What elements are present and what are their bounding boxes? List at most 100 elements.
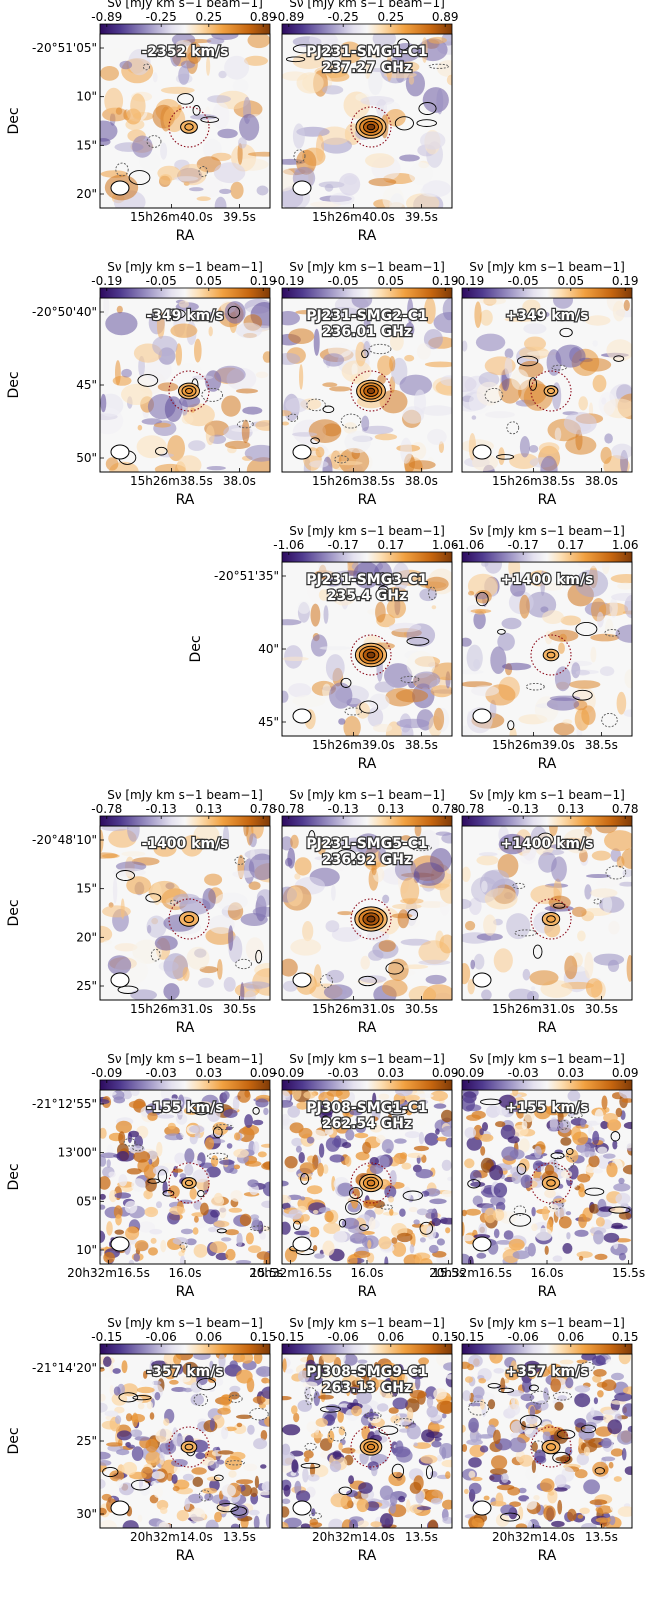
noise-blob <box>510 1432 519 1439</box>
noise-blob <box>132 135 153 158</box>
colorbar-tick-label: -0.03 <box>146 1066 177 1080</box>
noise-blob <box>590 646 597 663</box>
x-tick-label: 15h26m31.0s <box>312 1002 395 1016</box>
noise-blob <box>511 1171 522 1185</box>
noise-blob <box>341 1217 360 1229</box>
colorbar-tick-label: 0.19 <box>432 274 459 288</box>
noise-blob <box>176 1510 189 1522</box>
positive-contour <box>528 377 538 391</box>
noise-blob <box>580 1151 597 1157</box>
noise-blob <box>537 1426 555 1432</box>
x-axis-label: RA <box>176 1020 195 1036</box>
noise-blob <box>389 193 405 208</box>
noise-blob <box>303 1450 314 1459</box>
noise-blob <box>595 1517 611 1523</box>
noise-blob <box>423 329 443 350</box>
x-tick-label: 30.5s <box>585 1002 618 1016</box>
colorbar-tick-label: -0.05 <box>508 274 539 288</box>
noise-blob <box>534 1449 546 1463</box>
noise-blob <box>523 323 547 335</box>
noise-blob <box>222 1091 230 1100</box>
noise-blob <box>592 1130 600 1145</box>
noise-blob <box>333 1230 348 1243</box>
colorbar <box>99 287 271 299</box>
noise-blob <box>470 1181 486 1188</box>
noise-blob <box>122 1090 133 1100</box>
noise-blob <box>121 383 153 405</box>
source-contour <box>546 651 556 659</box>
noise-blob <box>258 1403 266 1409</box>
noise-blob <box>577 930 586 942</box>
noise-blob <box>559 1359 574 1365</box>
noise-blob <box>415 1169 433 1179</box>
x-axis-label: RA <box>176 492 195 508</box>
colorbar-tick-label: -0.78 <box>453 802 484 816</box>
noise-blob <box>534 1145 542 1159</box>
beam-ellipse <box>292 444 312 460</box>
noise-blob <box>322 382 338 388</box>
noise-blob <box>160 1507 168 1514</box>
noise-blob <box>112 1368 121 1374</box>
noise-blob <box>292 1090 302 1100</box>
positive-contour <box>391 1463 405 1479</box>
aperture-circle <box>530 634 572 676</box>
noise-blob <box>576 1142 591 1154</box>
noise-blob <box>571 662 581 679</box>
noise-blob <box>103 298 110 317</box>
noise-blob <box>182 966 190 982</box>
positive-contour <box>349 1187 363 1200</box>
y-tick-label: 15" <box>76 138 97 152</box>
noise-blob <box>101 826 129 832</box>
noise-blob <box>358 1482 373 1494</box>
noise-blob <box>124 1200 138 1214</box>
colorbar-tick-label: -0.17 <box>508 538 539 552</box>
noise-blob <box>400 437 412 464</box>
y-tick-label: -21°12'55" <box>32 1097 97 1111</box>
noise-blob <box>607 1419 622 1435</box>
noise-blob <box>473 953 485 970</box>
noise-blob <box>224 301 246 324</box>
noise-blob <box>389 1369 405 1384</box>
noise-blob <box>204 1493 214 1501</box>
noise-blob <box>385 586 408 600</box>
noise-blob <box>296 1101 309 1110</box>
noise-blob <box>403 1103 418 1111</box>
positive-contour <box>516 355 539 367</box>
beam-ellipse <box>292 708 312 724</box>
map-image <box>462 562 632 736</box>
noise-blob <box>421 1154 427 1164</box>
noise-blob <box>287 1105 301 1118</box>
noise-blob <box>543 1505 556 1521</box>
noise-blob <box>229 1360 238 1369</box>
noise-blob <box>262 1481 270 1492</box>
noise-blob <box>395 689 429 703</box>
noise-blob <box>391 1242 407 1257</box>
noise-blob <box>116 1151 129 1162</box>
noise-blob <box>403 1094 420 1102</box>
noise-blob <box>173 1354 182 1365</box>
x-tick-label: 15h26m38.5s <box>492 474 575 488</box>
negative-contour <box>123 1137 136 1147</box>
noise-blob <box>137 1402 145 1410</box>
noise-blob <box>617 1430 632 1445</box>
noise-blob <box>323 984 353 1000</box>
noise-blob <box>125 1413 133 1422</box>
colorbar-tick-label: -0.19 <box>273 274 304 288</box>
noise-blob <box>218 1205 227 1219</box>
x-axis-label: RA <box>358 756 377 772</box>
noise-blob <box>324 1127 334 1136</box>
noise-blob <box>531 1223 538 1232</box>
aperture-circle <box>168 106 210 148</box>
noise-blob <box>164 1133 183 1141</box>
noise-blob <box>377 355 393 376</box>
noise-blob <box>245 937 264 962</box>
x-axis-label: RA <box>358 492 377 508</box>
noise-blob <box>328 1380 347 1391</box>
noise-blob <box>164 396 183 422</box>
noise-blob <box>107 48 128 64</box>
positive-contour <box>359 700 379 714</box>
noise-blob <box>462 1234 474 1242</box>
noise-blob <box>149 1228 163 1235</box>
noise-blob <box>286 886 303 907</box>
